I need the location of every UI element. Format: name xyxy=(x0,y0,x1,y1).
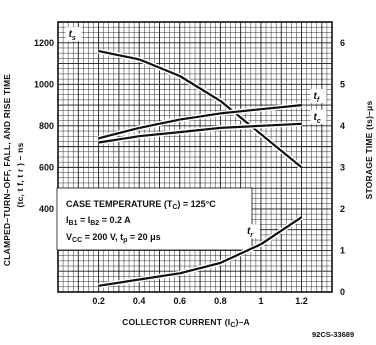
x-tick-label: 0.4 xyxy=(133,296,146,306)
series-line-s xyxy=(98,50,303,169)
y-right-tick-label: 4 xyxy=(340,121,345,131)
series-label-c: tc xyxy=(314,112,321,125)
y-left-tick-label: 400 xyxy=(39,204,54,214)
series-label-bg-c xyxy=(310,109,327,124)
y-right-tick-label: 5 xyxy=(340,79,345,89)
series-line-f xyxy=(98,104,302,140)
conditions-line-3: VCC = 200 V, tp = 20 μs xyxy=(66,232,161,244)
series-label-r: tr xyxy=(247,226,254,239)
series-label-bg-f xyxy=(310,89,327,104)
x-tick-label: 1.2 xyxy=(295,296,308,306)
y-right-tick-label: 2 xyxy=(340,204,345,214)
x-tick-label: 0.2 xyxy=(92,296,105,306)
series-labels: ts tf tc tr xyxy=(65,27,327,239)
series-line-c xyxy=(98,122,302,144)
series-label-s: ts xyxy=(69,29,76,42)
series-label-f: tf xyxy=(314,91,320,104)
y-left-tick-label: 1200 xyxy=(34,38,54,48)
figure-code: 92CS-33689 xyxy=(312,330,354,339)
y-axis-left-title: CLAMPED–TURN–OFF, FALL, AND RISE TIME xyxy=(2,74,12,266)
y-left-tick-label: 1000 xyxy=(34,79,54,89)
conditions-line-2: IB1 = IB2 = 0.2 A xyxy=(66,215,131,227)
x-tick-label: 1 xyxy=(258,296,263,306)
y-axis-right-title: STORAGE TIME (ts)–μs xyxy=(364,101,374,200)
conditions-line-1: CASE TEMPERATURE (TC) = 125°C xyxy=(66,199,216,211)
conditions-box: CASE TEMPERATURE (TC) = 125°C IB1 = IB2 … xyxy=(56,187,253,251)
series-label-bg-r xyxy=(243,224,260,239)
x-tick-label: 0.6 xyxy=(174,296,187,306)
series-line-r xyxy=(98,216,303,287)
series-layer xyxy=(97,48,304,289)
y-right-tick-label: 0 xyxy=(340,287,345,297)
y-right-tick-label: 1 xyxy=(340,245,345,255)
y-left-tick-label: 600 xyxy=(39,162,54,172)
x-axis-title: COLLECTOR CURRENT (IC)–A xyxy=(122,317,250,329)
series-label-bg-s xyxy=(65,27,82,42)
y-axis-left-subtitle: (tc, t f, t r ) – ns xyxy=(15,142,25,207)
ticks: 0.2 0.4 0.6 0.8 1 1.2 1200 1000 800 600 400 6 5 4 3 2 1 0 xyxy=(34,38,345,306)
y-right-tick-label: 6 xyxy=(340,38,345,48)
y-left-tick-label: 800 xyxy=(39,121,54,131)
x-tick-label: 0.8 xyxy=(214,296,227,306)
y-right-tick-label: 3 xyxy=(340,162,345,172)
